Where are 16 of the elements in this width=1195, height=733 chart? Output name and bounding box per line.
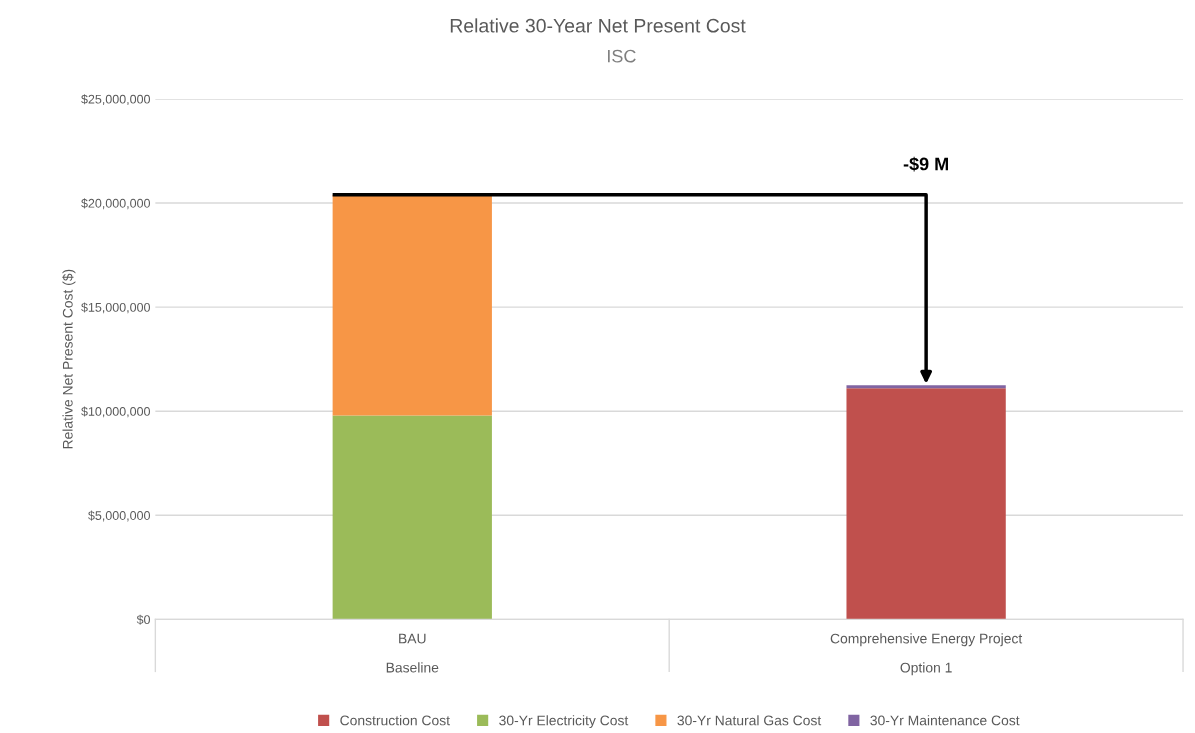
y-tick-label: $10,000,000: [81, 406, 151, 418]
legend-label: Construction Cost: [340, 715, 450, 726]
category-label: BAU Baseline: [386, 633, 439, 673]
y-tick-label: $5,000,000: [88, 510, 151, 522]
annotation: -$9 M: [903, 156, 948, 172]
y-tick-label: $25,000,000: [81, 94, 151, 106]
y-tick-label: $0: [136, 614, 150, 625]
y-tick-label: $15,000,000: [81, 302, 151, 314]
legend-label: 30-Yr Natural Gas Cost: [677, 715, 822, 726]
legend-label: 30-Yr Maintenance Cost: [870, 715, 1020, 726]
chart-subtitle: ISC: [608, 49, 636, 63]
chart-title: Relative 30-Year Net Present Cost: [450, 18, 746, 33]
y-tick-label: $20,000,000: [81, 198, 151, 210]
y-axis-title: Relative Net Present Cost ($): [62, 269, 76, 449]
legend-label: 30-Yr Electricity Cost: [499, 715, 629, 729]
x-tick-label: Comprehensive Energy Project Option 1: [830, 633, 1023, 676]
